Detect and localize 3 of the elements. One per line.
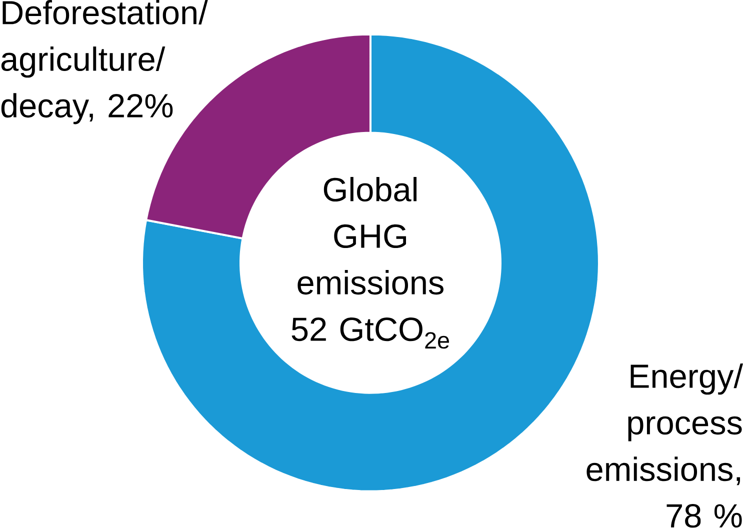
text: Global GHG emissions 52 GtCO$_{2e}$ xyxy=(292,177,449,349)
slice-label: Energy/ process emissions, 78 % xyxy=(586,364,743,528)
slice-label: Deforestation/ agriculture/ decay, 22% xyxy=(1,0,208,124)
